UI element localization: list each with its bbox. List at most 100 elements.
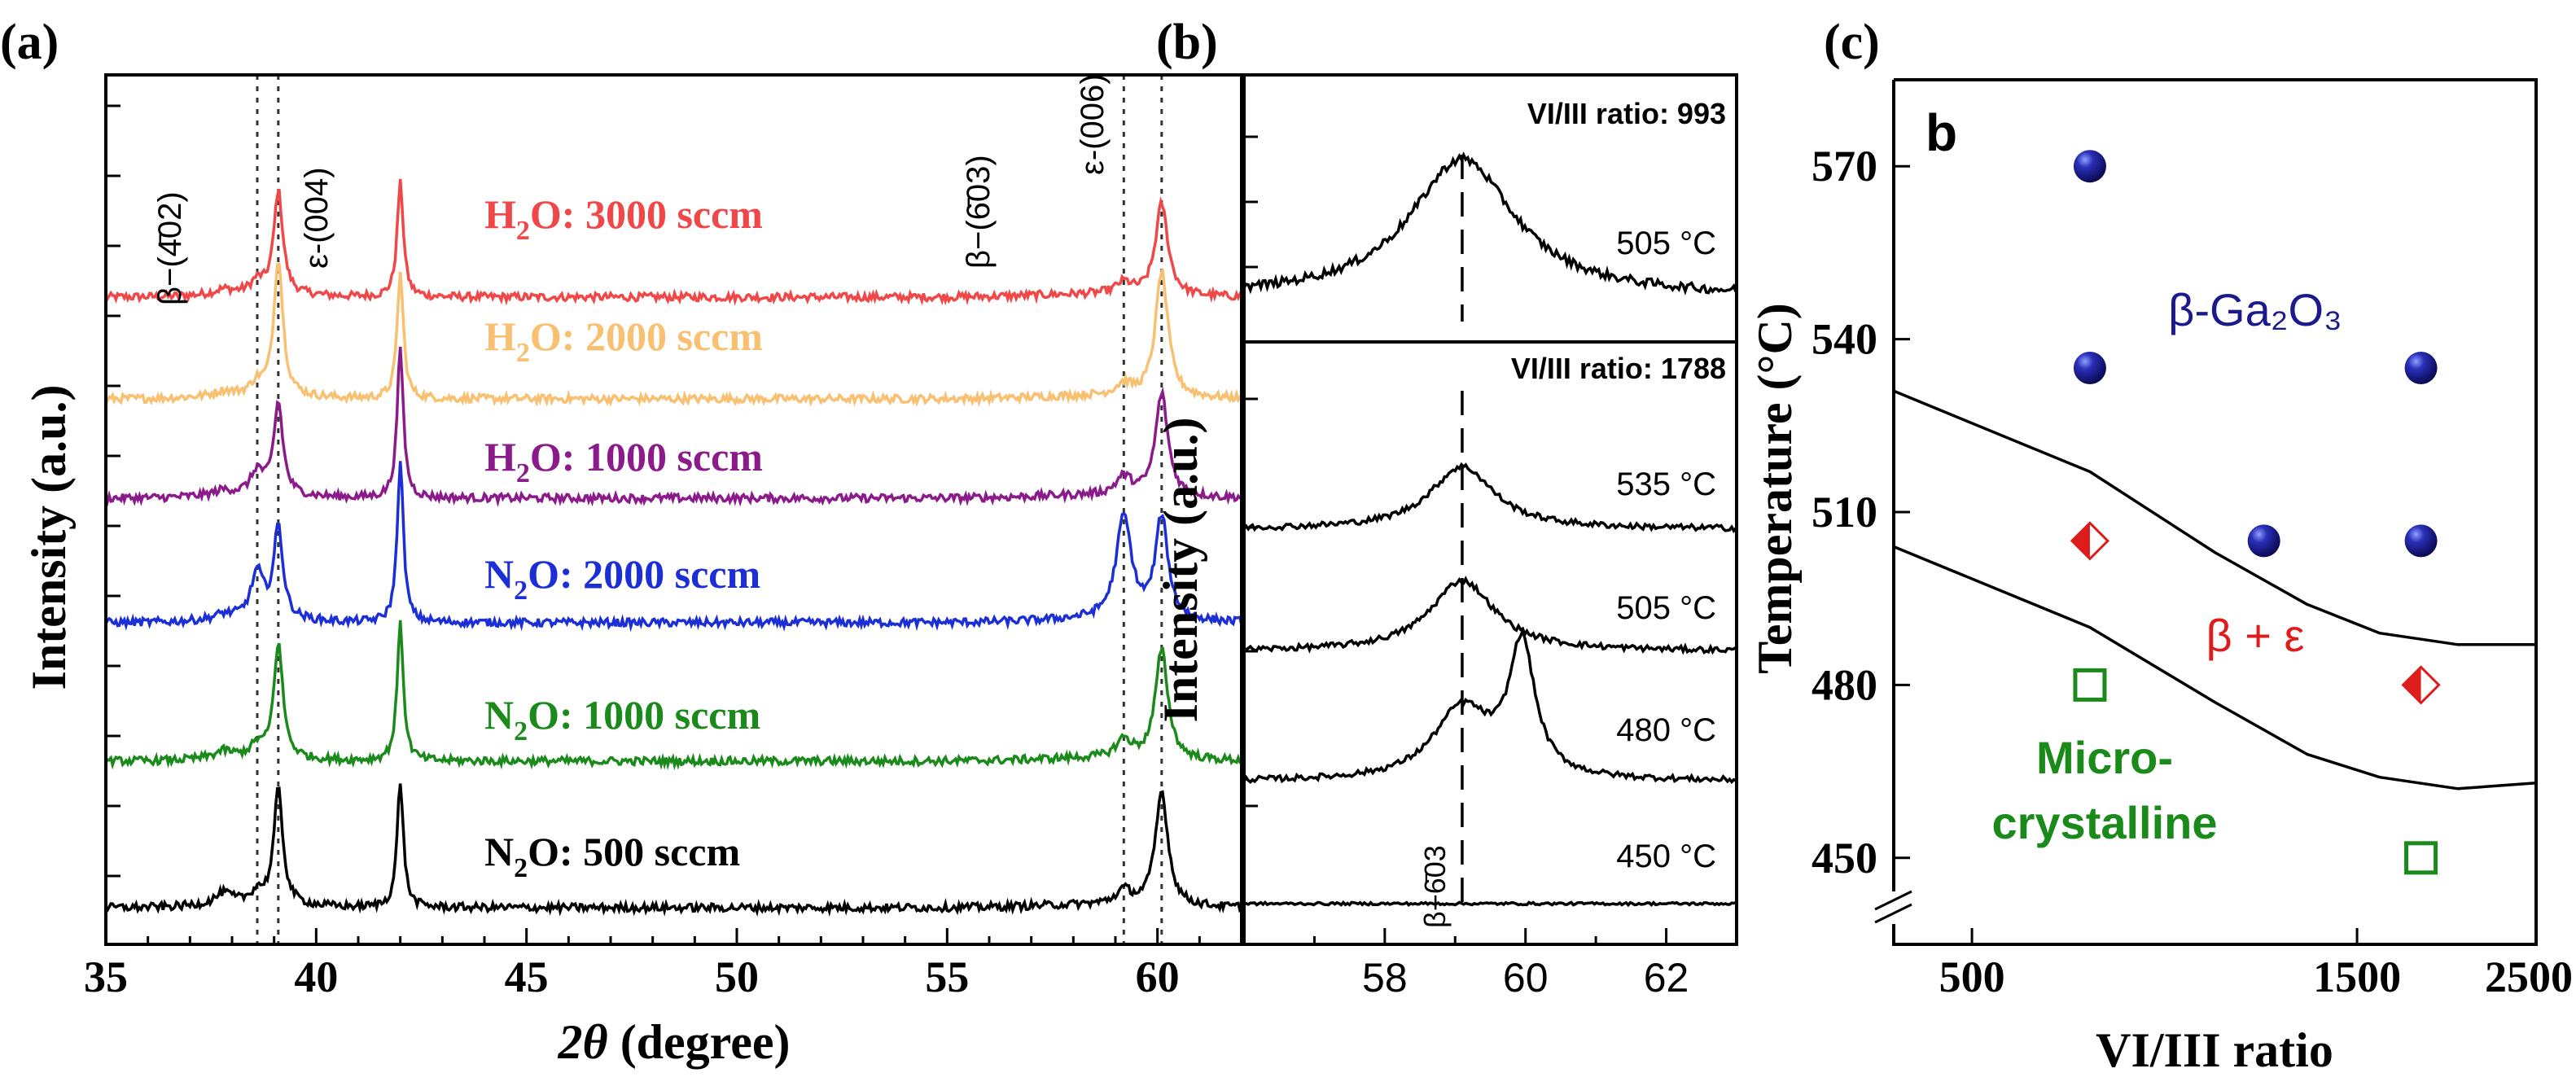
mixed-phase-point — [2401, 665, 2441, 705]
series-label-main: N — [484, 692, 514, 738]
y-tick-label: 540 — [1812, 315, 1877, 364]
microcrystalline-point — [2404, 841, 2438, 875]
series-label-main: H — [484, 313, 516, 359]
panel-b: (b) Intensity (a.u.) 58 60 62 VI/III ratio… — [1154, 15, 1738, 1001]
panel-c-xlabel: VI/III ratio — [2096, 1023, 2333, 1077]
peak-label: β−(6̄03) — [961, 155, 997, 269]
panel-c-ticks: 500 1500 2500 450 480 510 540 570 — [1812, 142, 2573, 1001]
panel-a-xlabel: 2θ (degree) — [558, 1015, 791, 1069]
x-tick-label: 1500 — [2313, 952, 2401, 1001]
temperature-label: 480 °C — [1616, 712, 1716, 748]
panel-a-xlabel-rest: (degree) — [608, 1015, 791, 1069]
series-label-rest: O: 2000 sccm — [530, 313, 763, 359]
series-label: N2O: 500 sccm — [484, 829, 740, 883]
x-tick-label: 50 — [715, 952, 759, 1001]
series-label: H2O: 3000 sccm — [484, 191, 763, 246]
axis-break-mark — [1874, 890, 1912, 911]
panel-b-temperature-labels: 505 °C 535 °C 505 °C 480 °C 450 °C — [1616, 226, 1716, 874]
temperature-label: 450 °C — [1616, 839, 1716, 874]
y-tick-label: 570 — [1812, 142, 1877, 190]
region-micro-line2: crystalline — [1991, 797, 2217, 848]
panel-c-corner-label: b — [1925, 103, 1957, 162]
series-label-main: H — [484, 434, 516, 480]
beta-point — [2247, 524, 2280, 558]
panel-b-traces — [1242, 151, 1737, 908]
series-label-main: N — [484, 551, 514, 597]
beta-point — [2073, 150, 2106, 183]
panel-a-label: (a) — [0, 15, 59, 70]
series-label: N2O: 2000 sccm — [484, 551, 760, 606]
x-tick-label: 2500 — [2485, 952, 2573, 1001]
x-tick-label: 58 — [1362, 955, 1408, 1001]
temperature-label: 505 °C — [1616, 590, 1716, 626]
series-label: H2O: 1000 sccm — [484, 434, 763, 488]
series-label-rest: O: 3000 sccm — [530, 191, 763, 237]
trace-0 — [104, 178, 1243, 306]
series-label-sub: 2 — [514, 576, 528, 606]
y-tick-label: 510 — [1812, 488, 1877, 536]
panel-c-ylabel: Temperature (°C) — [1748, 303, 1802, 674]
trace-1 — [1242, 462, 1737, 534]
series-label-rest: O: 1000 sccm — [528, 692, 760, 738]
panel-b-ylabel: Intensity (a.u.) — [1154, 417, 1207, 722]
panel-a-ticks: 35 40 45 50 55 60 — [84, 104, 1201, 1001]
y-tick-label: 450 — [1812, 834, 1877, 882]
series-label-sub: 2 — [514, 716, 528, 747]
panel-a-ylabel: Intensity (a.u.) — [22, 384, 76, 690]
phase-boundary-1 — [1893, 545, 2537, 790]
panel-c-points — [2070, 150, 2441, 875]
trace-2 — [104, 346, 1242, 508]
panel-a-peak-labels: β−(4̄02) ε-(004) β−(6̄03) ε-(006) — [152, 73, 1111, 305]
peak-label: ε-(004) — [299, 167, 335, 269]
x-tick-label: 45 — [505, 952, 549, 1001]
series-label-sub: 2 — [514, 853, 528, 883]
trace-4 — [1243, 900, 1737, 908]
series-label: H2O: 2000 sccm — [484, 313, 763, 368]
x-tick-label: 62 — [1644, 955, 1689, 1001]
x-tick-label: 500 — [1939, 952, 2005, 1001]
region-mixed: β + ε — [2206, 610, 2305, 661]
series-label-main: H — [484, 191, 516, 237]
trace-4 — [104, 620, 1242, 771]
series-label-sub: 2 — [516, 216, 530, 246]
x-tick-label: 40 — [294, 952, 338, 1001]
panel-b-frame — [1242, 73, 1738, 946]
panel-b-label: (b) — [1156, 15, 1218, 70]
panel-b-ratio-top: VI/III ratio: 993 — [1527, 97, 1726, 130]
x-tick-label: 60 — [1136, 952, 1180, 1001]
series-label-rest: O: 1000 sccm — [530, 434, 763, 480]
trace-1 — [104, 262, 1243, 408]
panel-a-frame — [104, 73, 1243, 946]
y-tick-label: 480 — [1812, 660, 1877, 709]
panel-a: (a) Intensity (a.u.) 35 40 45 50 55 60 β−(4̄0… — [0, 15, 1243, 1069]
panel-a-xlabel-theta: 2θ — [558, 1015, 608, 1069]
series-label-rest: O: 500 sccm — [528, 829, 740, 874]
panel-c-boundaries — [1893, 389, 2537, 790]
panel-c-label: (c) — [1824, 15, 1880, 70]
trace-0 — [1242, 151, 1737, 296]
panel-a-traces — [104, 178, 1243, 917]
trace-2 — [1243, 576, 1737, 655]
trace-3 — [1242, 626, 1737, 785]
beta-point — [2404, 352, 2438, 384]
peak-label: ε-(006) — [1075, 73, 1111, 175]
peak-label: β−(4̄02) — [152, 191, 188, 305]
x-tick-label: 35 — [84, 952, 128, 1001]
panel-a-reference-lines — [256, 75, 1163, 944]
trace-3 — [104, 461, 1243, 633]
x-tick-label: 55 — [925, 952, 969, 1001]
panel-b-ratio-bottom: VI/III ratio: 1788 — [1511, 352, 1726, 385]
phase-boundary-0 — [1893, 389, 2536, 646]
region-beta: β-Ga₂O₃ — [2168, 284, 2342, 335]
axis-break-mark — [1874, 903, 1912, 924]
series-label-rest: O: 2000 sccm — [528, 551, 760, 597]
region-micro-line1: Micro- — [2036, 732, 2173, 783]
mixed-phase-point — [2070, 521, 2110, 561]
trace-5 — [104, 783, 1243, 917]
panel-b-ticks: 58 60 62 — [1244, 135, 1689, 1001]
beta-point — [2404, 524, 2438, 558]
microcrystalline-point — [2073, 668, 2107, 702]
panel-c: (c) Temperature (°C) 500 1500 2500 450 480 51… — [1748, 15, 2573, 1077]
